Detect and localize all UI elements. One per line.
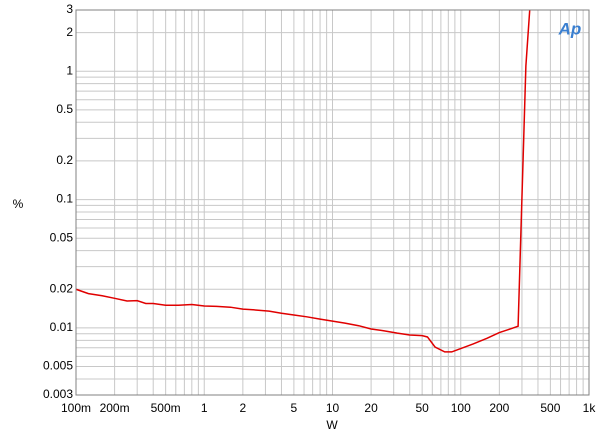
plot-frame <box>75 9 590 396</box>
x-tick-label: 100m <box>61 401 91 415</box>
x-tick-label: 200m <box>100 401 130 415</box>
y-tick-label: 2 <box>66 25 73 39</box>
y-axis-label: % <box>13 197 24 211</box>
y-tick-label: 0.05 <box>50 230 74 244</box>
y-tick-label: 0.003 <box>43 387 73 401</box>
y-tick-label: 0.1 <box>56 192 73 206</box>
plot-area <box>76 10 531 353</box>
y-tick-label: 0.2 <box>56 153 73 167</box>
x-tick-label: 500m <box>151 401 181 415</box>
y-tick-label: 0.5 <box>56 102 73 116</box>
x-tick-label: 50 <box>415 401 429 415</box>
y-tick-label: 0.01 <box>50 320 74 334</box>
data-line <box>76 10 531 353</box>
x-tick-label: 10 <box>326 401 340 415</box>
x-tick-label: 5 <box>291 401 298 415</box>
x-tick-label: 1 <box>201 401 208 415</box>
x-axis-label: W <box>326 418 338 432</box>
logo: Ap <box>558 19 582 38</box>
x-tick-label: 20 <box>364 401 378 415</box>
y-tick-label: 0.005 <box>43 359 73 373</box>
grid <box>75 9 590 396</box>
y-tick-label: 3 <box>66 2 73 16</box>
x-tick-label: 1k <box>583 401 597 415</box>
x-tick-label: 100 <box>451 401 471 415</box>
x-tick-label: 2 <box>240 401 247 415</box>
x-tick-label: 200 <box>489 401 509 415</box>
y-tick-label: 1 <box>66 63 73 77</box>
y-tick-label: 0.02 <box>50 281 74 295</box>
x-tick-label: 500 <box>540 401 560 415</box>
